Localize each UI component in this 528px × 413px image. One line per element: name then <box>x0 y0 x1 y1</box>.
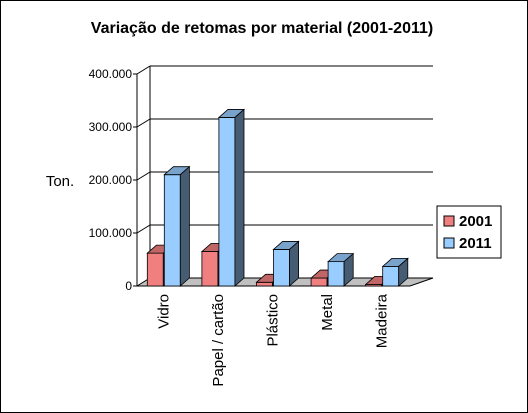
y-tick-label: 200.000 <box>89 173 133 187</box>
y-tick-label: 300.000 <box>89 120 133 134</box>
y-tick-labels: 0 100.000 200.000 300.000 400.000 <box>89 67 133 293</box>
y-tick-label: 400.000 <box>89 67 133 81</box>
x-tick-label: Metal <box>319 294 336 331</box>
gridlines <box>133 65 433 287</box>
x-tick-label: Plástico <box>265 294 282 347</box>
gridline-side <box>136 65 151 75</box>
bar-2001-3 <box>310 277 328 287</box>
legend-label-2001: 2001 <box>459 213 492 230</box>
bar-2011-3 <box>327 261 345 287</box>
bar-2011-4 <box>382 265 400 287</box>
gridline-side <box>136 118 151 128</box>
bar-side-2011-4 <box>398 257 409 287</box>
legend-swatch-2001 <box>443 215 455 227</box>
bars <box>146 108 409 287</box>
gridline-side <box>136 171 151 181</box>
y-tick-label: 0 <box>125 279 132 293</box>
bar-side-2011-0 <box>179 165 190 287</box>
x-tick-label: Papel / cartão <box>210 294 227 387</box>
bar-2001-2 <box>256 281 273 287</box>
bar-2011-2 <box>273 249 290 287</box>
x-tick-label: Vidro <box>155 294 172 329</box>
bar-2001-1 <box>201 251 219 287</box>
y-axis-label: Ton. <box>46 173 74 190</box>
bar-2011-1 <box>218 117 236 287</box>
bar-side-2011-2 <box>289 240 300 287</box>
x-tick-labels: Vidro Papel / cartão Plástico Metal Madeira <box>155 293 390 386</box>
y-tick-label: 100.000 <box>89 226 133 240</box>
gridline-side <box>136 224 151 234</box>
chart-title: Variação de retomas por material (2001-2… <box>91 20 433 37</box>
legend-box <box>436 205 502 259</box>
bar-side-2011-1 <box>234 108 245 287</box>
bar-2001-0 <box>146 252 164 287</box>
bar-side-2011-3 <box>343 252 354 287</box>
x-tick-label: Madeira <box>374 293 391 348</box>
bar-2011-0 <box>163 174 181 287</box>
legend: 2001 2011 <box>436 205 502 259</box>
legend-swatch-2011 <box>443 237 455 249</box>
legend-label-2011: 2011 <box>459 235 492 252</box>
